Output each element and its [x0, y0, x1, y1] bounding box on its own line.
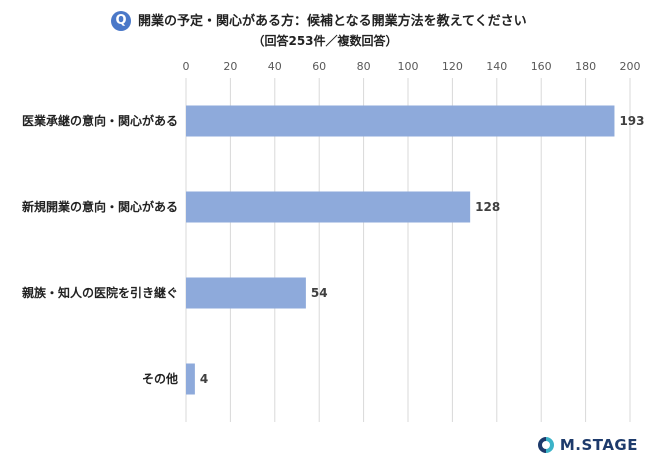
x-tick-label: 60 [312, 60, 326, 73]
x-tick-label: 20 [223, 60, 237, 73]
category-label: 新規開業の意向・関心がある [22, 199, 178, 214]
x-tick-label: 80 [357, 60, 371, 73]
chart-subtitle: （回答253件／複数回答） [252, 34, 398, 48]
category-label: 医業承継の意向・関心がある [22, 113, 178, 128]
x-tick-label: 200 [620, 60, 641, 73]
x-tick-label: 140 [486, 60, 507, 73]
value-label: 4 [200, 372, 208, 386]
x-tick-label: 180 [575, 60, 596, 73]
x-tick-label: 40 [268, 60, 282, 73]
x-tick-label: 160 [531, 60, 552, 73]
x-tick-label: 120 [442, 60, 463, 73]
logo-mark-icon [537, 437, 554, 453]
bar [186, 105, 615, 137]
chart-header: Q 開業の予定・関心がある方：候補となる開業方法を教えてください （回答253件… [0, 6, 650, 50]
bar [186, 363, 195, 395]
mstage-logo: M.STAGE [536, 434, 638, 456]
logo-text: M.STAGE [559, 436, 638, 454]
x-tick-label: 0 [183, 60, 190, 73]
x-axis-ticks: 0 20 40 60 80 100 120 140 160 180 200 [183, 60, 641, 73]
value-label: 193 [619, 114, 644, 128]
value-label: 54 [311, 286, 328, 300]
category-label: その他 [142, 371, 178, 386]
value-labels: 193 128 54 4 [200, 114, 645, 386]
bar [186, 277, 306, 309]
bar-chart: 0 20 40 60 80 100 120 140 160 180 200 医業承継の意向・関心があ… [22, 60, 645, 422]
chart-title: 開業の予定・関心がある方：候補となる開業方法を教えてください [138, 14, 527, 29]
category-labels: 医業承継の意向・関心がある新規開業の意向・関心がある親族・知人の医院を引き継ぐそ… [22, 113, 178, 386]
category-label: 親族・知人の医院を引き継ぐ [22, 285, 178, 300]
bars [186, 105, 615, 395]
x-tick-label: 100 [398, 60, 419, 73]
bar [186, 191, 471, 223]
question-badge: Q [111, 11, 131, 31]
value-label: 128 [475, 200, 500, 214]
